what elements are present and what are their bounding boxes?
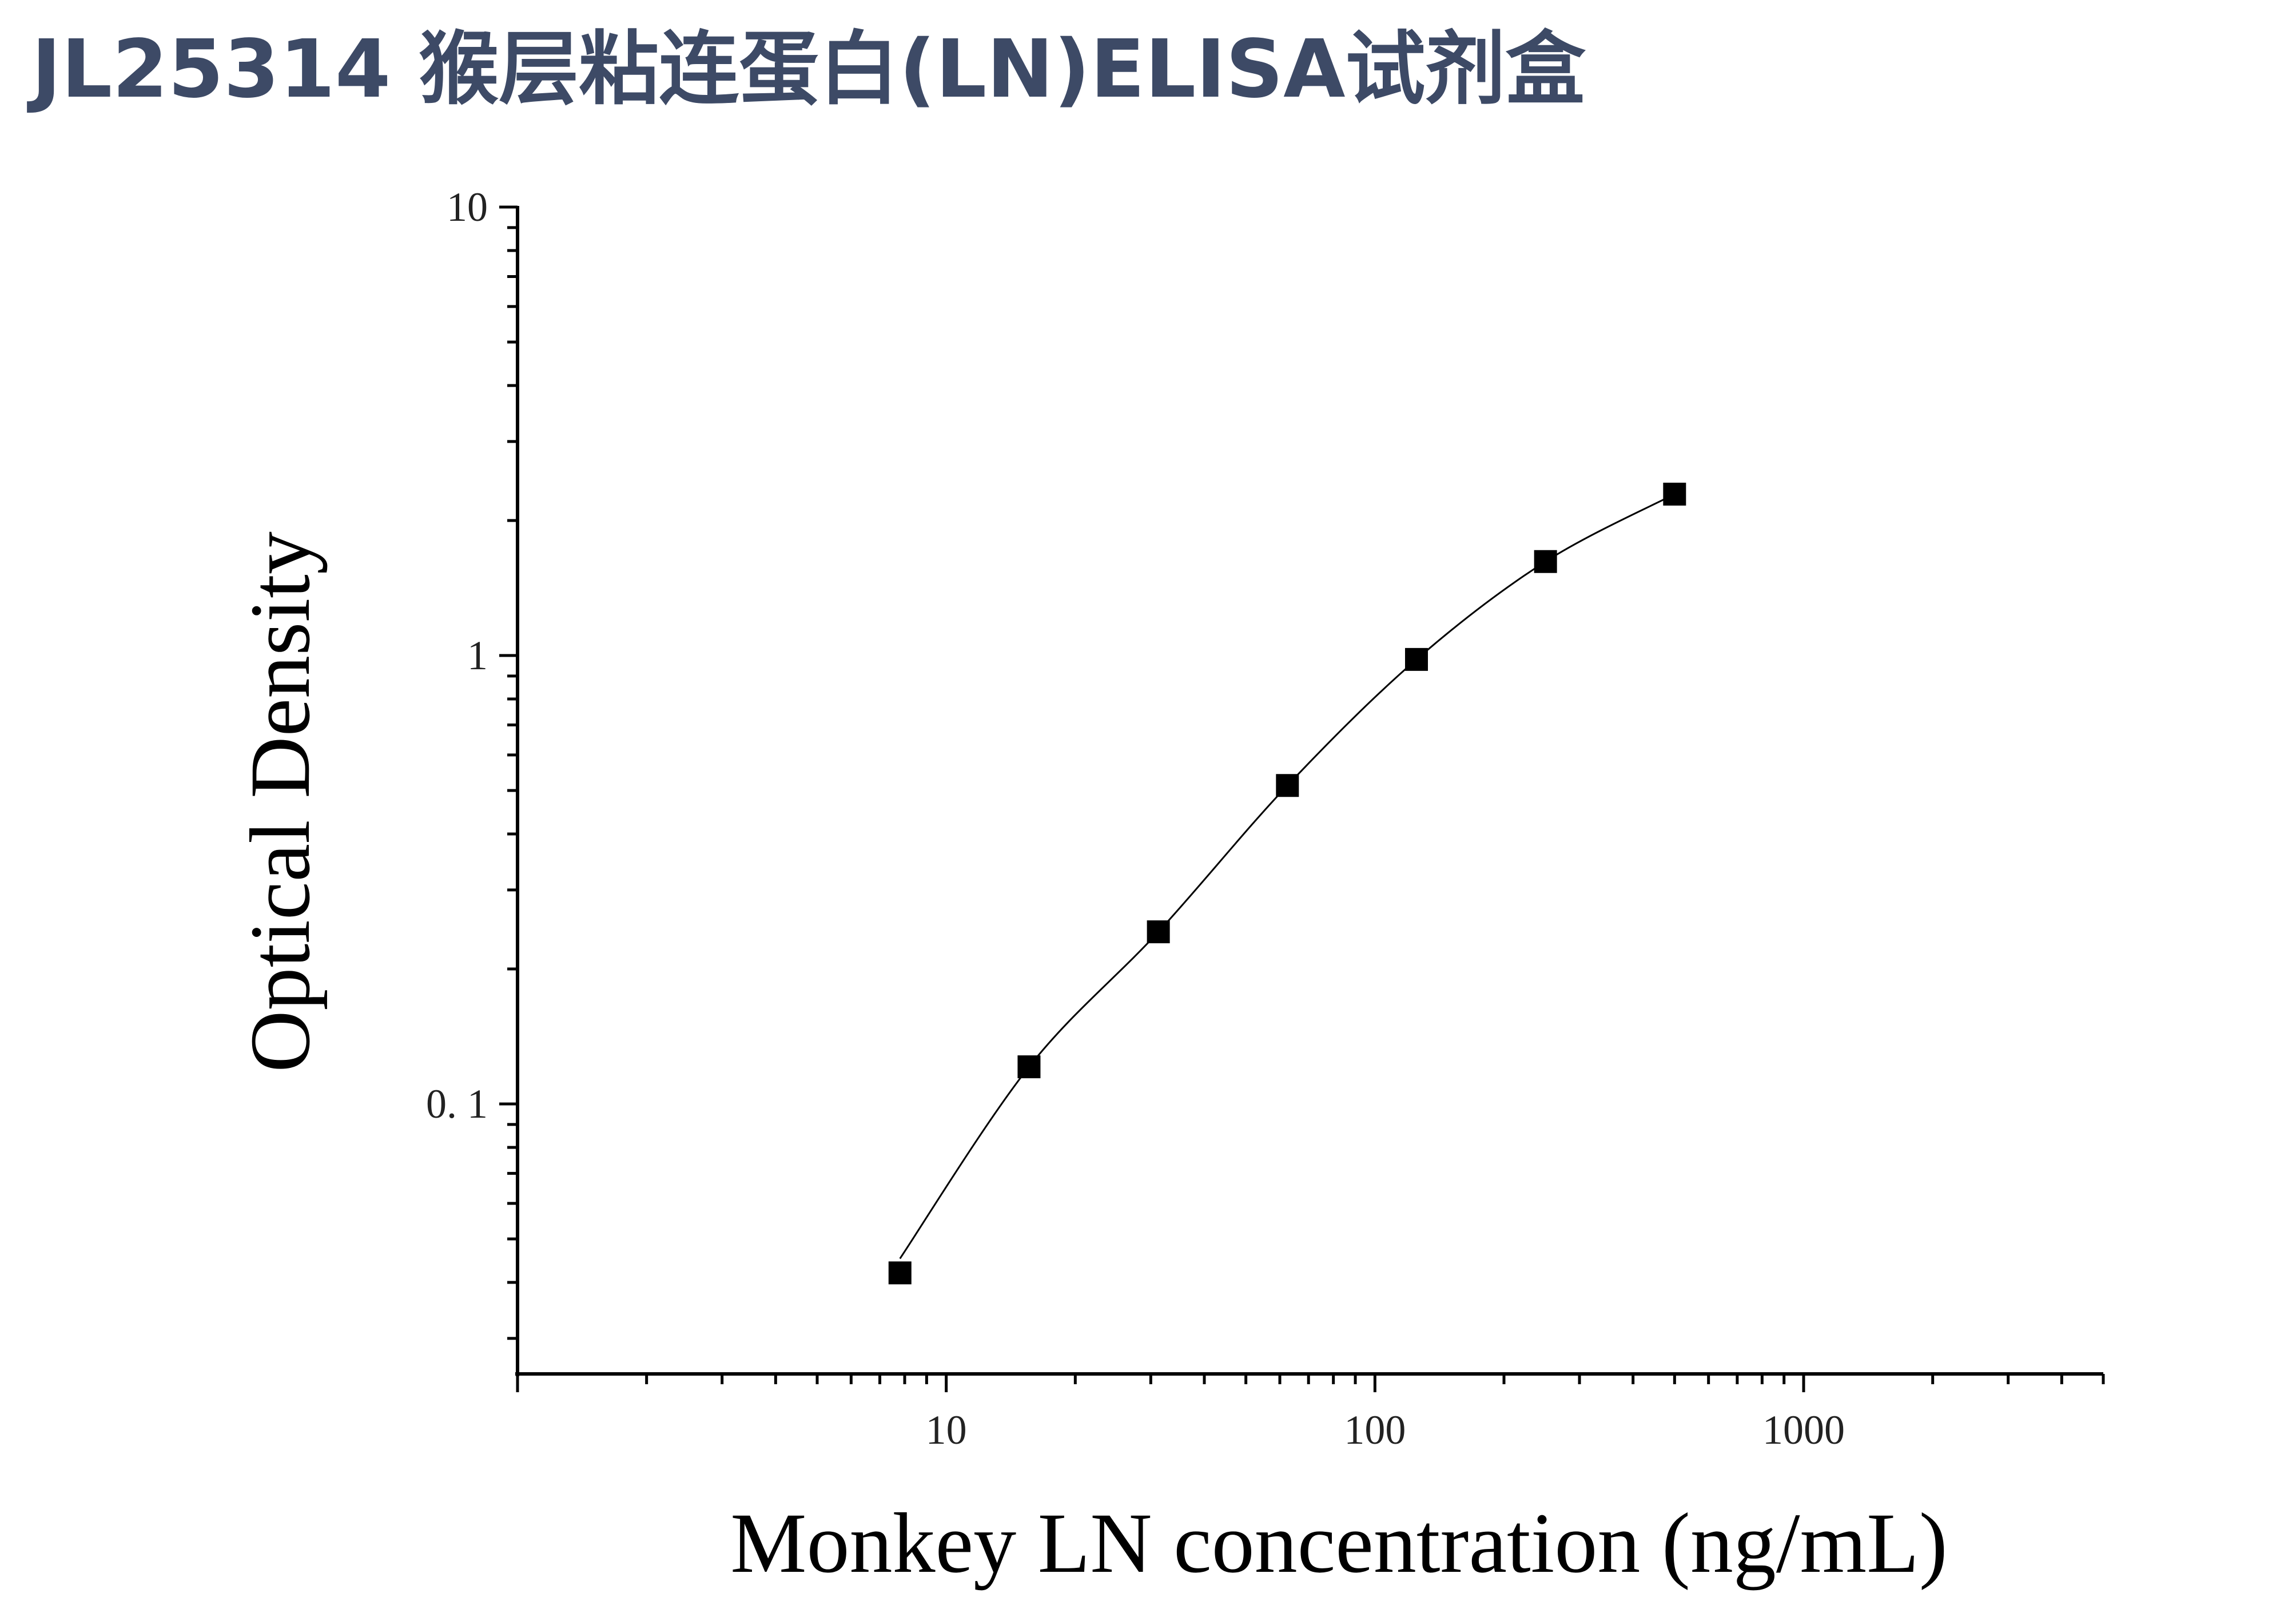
data-points-layer (888, 482, 1686, 1285)
y-tick-label: 1 (467, 633, 488, 678)
x-tick-label: 1000 (1762, 1407, 1845, 1453)
x-tick-label: 10 (926, 1407, 967, 1453)
data-point (1017, 1055, 1041, 1079)
fit-curve-layer (899, 493, 1676, 1260)
data-point (1663, 482, 1686, 506)
data-point (1276, 774, 1299, 797)
y-tick-label: 0. 1 (426, 1081, 488, 1127)
data-point (1534, 550, 1557, 573)
y-axis-title: Optical Density (233, 531, 328, 1072)
fit-curve (899, 493, 1676, 1260)
data-point (888, 1261, 912, 1285)
chart-axes: 10 100 1000 0. 1 1 10 (426, 184, 2105, 1453)
page-title: JL25314 猴层粘连蛋白(LN)ELISA试剂盒 (31, 23, 1586, 116)
data-point (1404, 647, 1428, 671)
y-tick-label: 10 (447, 184, 488, 230)
x-axis-title: Monkey LN concentration (ng/mL) (730, 1496, 1948, 1591)
x-tick-label: 100 (1344, 1407, 1406, 1453)
data-point (1147, 920, 1170, 944)
